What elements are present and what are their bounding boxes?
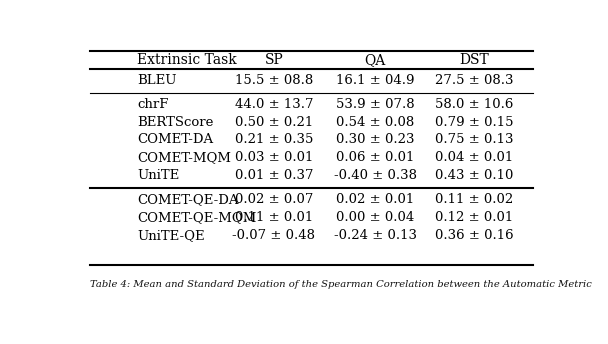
- Text: 16.1 ± 04.9: 16.1 ± 04.9: [336, 74, 415, 87]
- Text: 0.43 ± 0.10: 0.43 ± 0.10: [435, 169, 513, 182]
- Text: -0.24 ± 0.13: -0.24 ± 0.13: [334, 229, 416, 242]
- Text: 0.11 ± 0.02: 0.11 ± 0.02: [435, 193, 513, 206]
- Text: 0.02 ± 0.07: 0.02 ± 0.07: [235, 193, 313, 206]
- Text: COMET-DA: COMET-DA: [137, 133, 213, 146]
- Text: Table 4: Mean and Standard Deviation of the Spearman Correlation between the Aut: Table 4: Mean and Standard Deviation of …: [90, 280, 592, 289]
- Text: 0.01 ± 0.37: 0.01 ± 0.37: [235, 169, 313, 182]
- Text: BLEU: BLEU: [137, 74, 177, 87]
- Text: 0.03 ± 0.01: 0.03 ± 0.01: [235, 151, 313, 164]
- Text: 0.04 ± 0.01: 0.04 ± 0.01: [435, 151, 513, 164]
- Text: 58.0 ± 10.6: 58.0 ± 10.6: [435, 98, 513, 111]
- Text: chrF: chrF: [137, 98, 168, 111]
- Text: 0.11 ± 0.01: 0.11 ± 0.01: [235, 211, 313, 224]
- Text: 0.50 ± 0.21: 0.50 ± 0.21: [235, 116, 313, 129]
- Text: BERTScore: BERTScore: [137, 116, 213, 129]
- Text: QA: QA: [365, 53, 386, 67]
- Text: COMET-MQM: COMET-MQM: [137, 151, 231, 164]
- Text: 0.36 ± 0.16: 0.36 ± 0.16: [435, 229, 514, 242]
- Text: 0.75 ± 0.13: 0.75 ± 0.13: [435, 133, 513, 146]
- Text: 0.12 ± 0.01: 0.12 ± 0.01: [435, 211, 513, 224]
- Text: SP: SP: [264, 53, 283, 67]
- Text: UniTE-QE: UniTE-QE: [137, 229, 205, 242]
- Text: 0.00 ± 0.04: 0.00 ± 0.04: [336, 211, 414, 224]
- Text: UniTE: UniTE: [137, 169, 179, 182]
- Text: -0.40 ± 0.38: -0.40 ± 0.38: [334, 169, 416, 182]
- Text: DST: DST: [459, 53, 489, 67]
- Text: 0.54 ± 0.08: 0.54 ± 0.08: [336, 116, 414, 129]
- Text: 0.30 ± 0.23: 0.30 ± 0.23: [336, 133, 415, 146]
- Text: 27.5 ± 08.3: 27.5 ± 08.3: [435, 74, 513, 87]
- Text: 53.9 ± 07.8: 53.9 ± 07.8: [336, 98, 415, 111]
- Text: -0.07 ± 0.48: -0.07 ± 0.48: [232, 229, 316, 242]
- Text: 15.5 ± 08.8: 15.5 ± 08.8: [235, 74, 313, 87]
- Text: 0.21 ± 0.35: 0.21 ± 0.35: [235, 133, 313, 146]
- Text: 0.79 ± 0.15: 0.79 ± 0.15: [435, 116, 513, 129]
- Text: 0.02 ± 0.01: 0.02 ± 0.01: [336, 193, 414, 206]
- Text: 44.0 ± 13.7: 44.0 ± 13.7: [235, 98, 313, 111]
- Text: COMET-QE-DA: COMET-QE-DA: [137, 193, 239, 206]
- Text: COMET-QE-MQM: COMET-QE-MQM: [137, 211, 257, 224]
- Text: 0.06 ± 0.01: 0.06 ± 0.01: [336, 151, 415, 164]
- Text: Extrinsic Task: Extrinsic Task: [137, 53, 237, 67]
